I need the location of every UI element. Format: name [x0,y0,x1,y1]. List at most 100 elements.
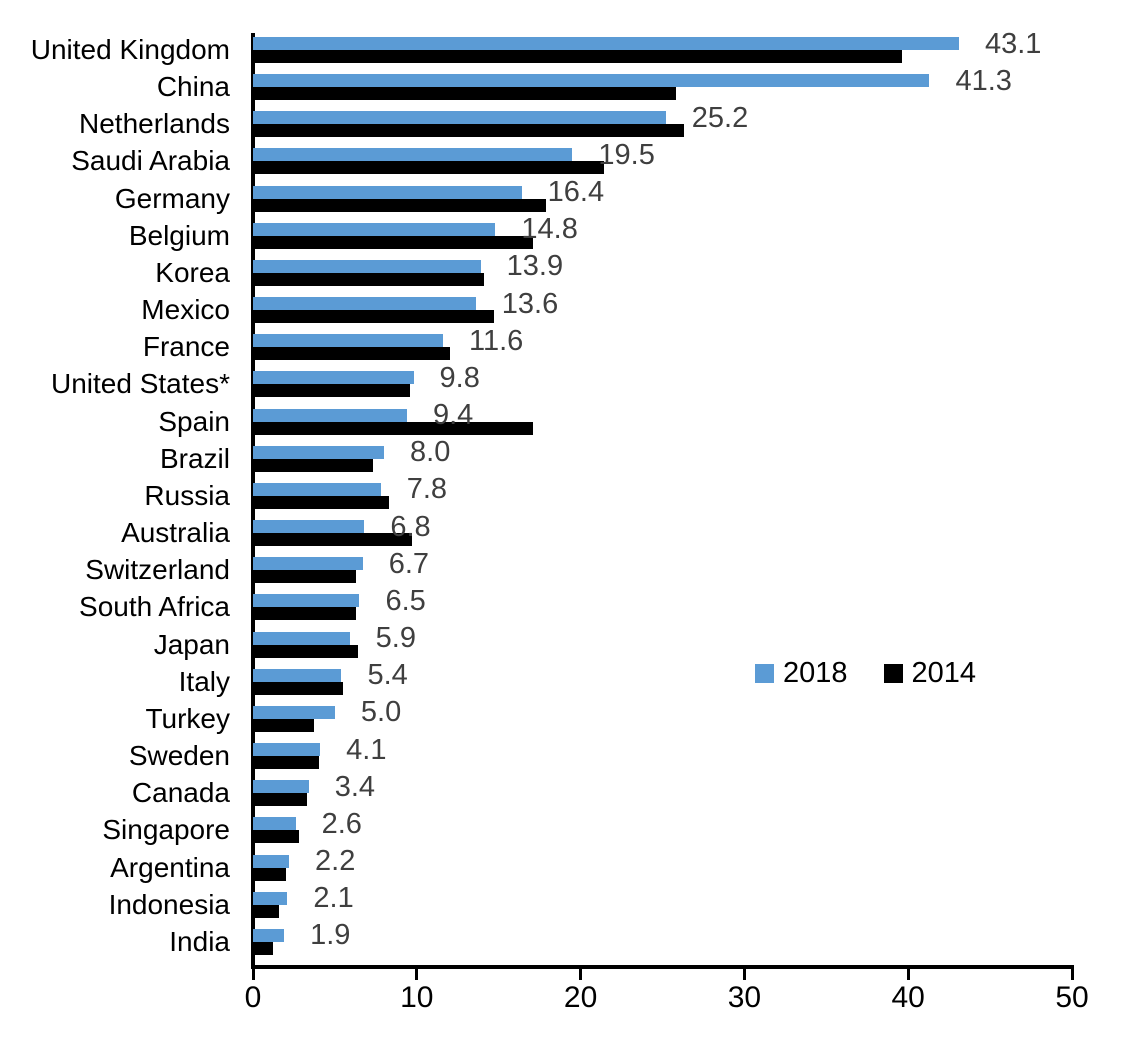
value-label: 2.2 [315,845,356,878]
value-label: 9.8 [439,361,480,394]
bar-2018 [253,520,365,534]
value-label: 8.0 [410,436,451,469]
category-label: Australia [121,517,230,549]
x-axis-tick-label: 30 [727,981,762,1014]
x-axis-tick [415,969,419,980]
category-label: Turkey [145,702,230,734]
bar-2014 [253,124,684,138]
legend-swatch-2014 [883,663,903,683]
bar-2018 [253,37,959,50]
bar-2018 [253,631,350,645]
category-label: United Kingdom [30,34,230,65]
category-label: Sweden [128,740,230,772]
legend: 2018 2014 [755,656,976,690]
bar-2018 [253,334,443,348]
bar-2014 [253,384,411,398]
value-label: 2.6 [321,807,362,840]
bar-2018 [253,74,930,88]
category-label: Japan [153,628,230,660]
bar-2014 [253,87,676,101]
bar-2018 [253,482,381,496]
value-label: 19.5 [598,138,655,171]
category-label: China [156,71,230,103]
value-label: 13.6 [501,287,559,320]
bar-2014 [253,198,547,212]
bar-2014 [253,941,273,955]
bar-2018 [253,854,290,868]
bar-2014 [253,607,357,621]
x-axis-tick [251,969,255,980]
value-label: 25.2 [691,101,749,134]
category-label: Brazil [159,442,230,474]
bar-2018 [253,817,296,831]
value-label: 2.1 [313,882,354,915]
x-axis-tick [906,969,910,980]
category-label: Singapore [102,814,230,846]
value-label: 16.4 [547,176,605,209]
category-label: France [142,331,230,363]
x-axis-tick-label: 10 [400,981,434,1014]
bar-2014 [253,867,286,881]
x-axis-tick-label: 50 [1055,981,1089,1014]
bar-2018 [253,743,321,757]
category-label: Korea [155,256,230,288]
bar-2018 [253,891,288,905]
bar-2014 [253,644,358,658]
legend-swatch-2018 [755,663,774,683]
value-label: 3.4 [334,770,376,803]
bar-2014 [253,533,412,547]
bar-2014 [253,161,604,175]
bar-2014 [253,681,344,695]
bar-2014 [253,570,357,584]
value-label: 9.4 [432,399,474,432]
x-axis-tick [579,969,583,980]
x-axis-tick-label: 40 [891,981,925,1014]
value-label: 14.8 [521,213,578,246]
bar-2014 [253,50,902,63]
category-label: Italy [178,665,230,697]
bar-2014 [253,495,389,509]
category-label: Netherlands [79,108,230,140]
bar-2018 [253,594,360,608]
category-label: India [169,925,230,957]
value-label: 13.9 [506,250,564,283]
value-label: 5.9 [375,622,416,655]
bar-2018 [253,111,666,125]
bar-2018 [253,445,385,459]
x-axis-line [251,965,1074,969]
bar-2014 [253,310,494,324]
bar-2018 [253,297,476,311]
category-label: Mexico [141,294,230,326]
value-label: 6.7 [388,547,430,580]
legend-item-2018: 2018 [755,656,848,690]
bar-2014 [253,904,280,918]
bar-2014 [253,421,534,435]
bar-2018 [253,185,522,199]
bar-2018 [253,780,309,794]
bar-2014 [253,458,373,472]
bar-2018 [253,408,407,422]
bar-2014 [253,235,534,249]
value-label: 1.9 [310,919,351,952]
bar-2018 [253,928,285,942]
category-label: Argentina [110,851,230,883]
x-axis-tick-label: 20 [563,981,598,1014]
bar-2018 [253,371,414,385]
legend-label-2014: 2014 [911,657,977,689]
category-label: United States* [51,368,230,400]
value-label: 6.8 [390,510,431,543]
value-label: 6.5 [385,584,426,617]
category-label: Russia [144,479,230,511]
x-axis-tick-label: 0 [244,981,262,1014]
legend-label-2018: 2018 [783,657,848,689]
value-label: 5.4 [367,659,408,692]
bar-2018 [253,148,573,162]
value-label: 5.0 [360,696,402,729]
value-label: 4.1 [346,733,387,766]
bar-2018 [253,668,342,682]
bar-2014 [253,347,450,361]
category-label: Canada [131,777,230,809]
value-label: 11.6 [469,324,524,357]
category-label: Belgium [128,219,230,251]
